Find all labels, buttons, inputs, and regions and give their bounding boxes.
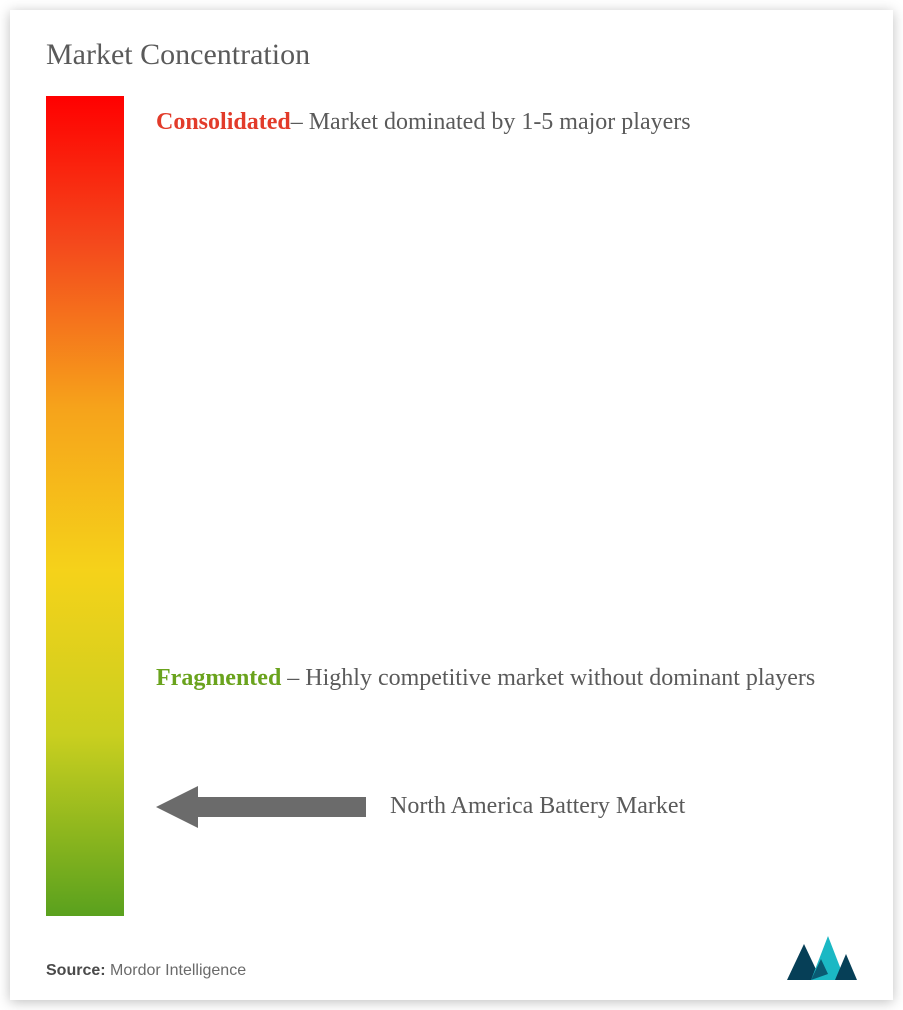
mordor-logo-icon [787, 936, 857, 980]
consolidated-label: Consolidated– Market dominated by 1-5 ma… [156, 100, 856, 146]
source-line: Source: Mordor Intelligence [46, 962, 246, 980]
footer: Source: Mordor Intelligence [46, 936, 857, 980]
pointer-arrow-icon [156, 786, 366, 828]
content-area: Consolidated– Market dominated by 1-5 ma… [46, 96, 857, 926]
page-title: Market Concentration [46, 38, 857, 72]
source-value: Mordor Intelligence [110, 962, 246, 979]
fragmented-keyword: Fragmented [156, 665, 281, 691]
infographic-card: Market Concentration Consolidated– Marke… [10, 10, 893, 1000]
arrow-shape [156, 786, 366, 828]
concentration-gradient-bar [46, 96, 124, 916]
source-label: Source: [46, 962, 106, 979]
consolidated-description: – Market dominated by 1-5 major players [291, 109, 691, 135]
market-name-label: North America Battery Market [390, 790, 685, 824]
consolidated-keyword: Consolidated [156, 109, 291, 135]
fragmented-label: Fragmented – Highly competitive market w… [156, 656, 856, 702]
fragmented-description: – Highly competitive market without domi… [281, 665, 815, 691]
market-pointer-row: North America Battery Market [156, 786, 685, 828]
